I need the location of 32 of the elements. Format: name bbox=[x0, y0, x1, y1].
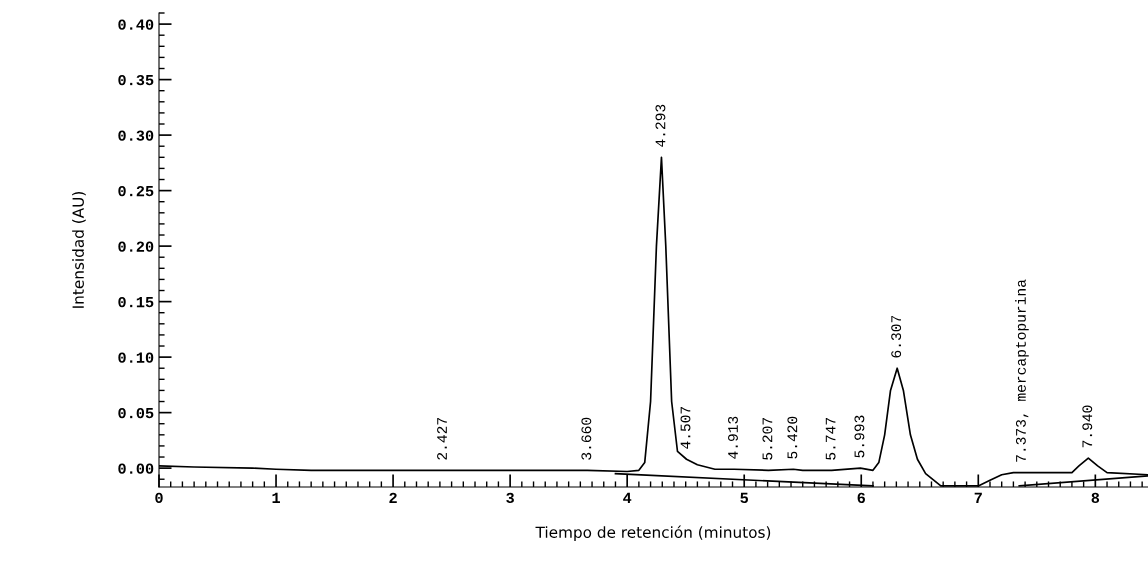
x-tick-label: 4 bbox=[623, 492, 632, 503]
annotation: 2.427 bbox=[437, 418, 447, 460]
y-tick-label: 0.20 bbox=[118, 241, 154, 252]
y-tick-label: 0.00 bbox=[118, 463, 154, 474]
x-tick-label: 1 bbox=[272, 492, 280, 503]
y-tick-label: 0.35 bbox=[118, 74, 154, 86]
y-tick-label: 0.10 bbox=[118, 352, 154, 363]
x-tick-label: 0 bbox=[155, 492, 163, 504]
annotation: 5.747 bbox=[825, 418, 836, 460]
annotation: 4.913 bbox=[728, 416, 738, 459]
annotation: 3.660 bbox=[581, 417, 592, 460]
y-axis-title: Intensidad (AU) bbox=[72, 192, 86, 308]
x-tick-label: 3 bbox=[506, 492, 514, 504]
y-tick-label: 0.25 bbox=[118, 185, 154, 197]
annotation: 7.940 bbox=[1082, 405, 1093, 448]
x-tick-label: 6 bbox=[857, 492, 865, 504]
x-tick-label: 7 bbox=[974, 492, 982, 503]
annotation: 5.993 bbox=[854, 415, 865, 458]
x-axis-title: Tiempo de retención (minutos) bbox=[535, 525, 771, 541]
y-tick-label: 0.15 bbox=[118, 296, 154, 308]
annotation: 5.207 bbox=[762, 418, 773, 460]
annotation: 4.293 bbox=[655, 104, 666, 147]
x-tick-label: 8 bbox=[1091, 492, 1100, 504]
annotation: 6.307 bbox=[891, 315, 902, 358]
y-tick-label: 0.05 bbox=[118, 407, 154, 419]
annotation: 7.373, mercaptopurina bbox=[1015, 279, 1029, 462]
annotation: 4.507 bbox=[680, 406, 691, 449]
annotation: 5.420 bbox=[787, 416, 798, 459]
x-tick-label: 5 bbox=[740, 492, 748, 504]
y-tick-label: 0.40 bbox=[118, 19, 154, 30]
x-tick-label: 2 bbox=[389, 492, 397, 503]
y-tick-label: 0.30 bbox=[118, 130, 154, 141]
